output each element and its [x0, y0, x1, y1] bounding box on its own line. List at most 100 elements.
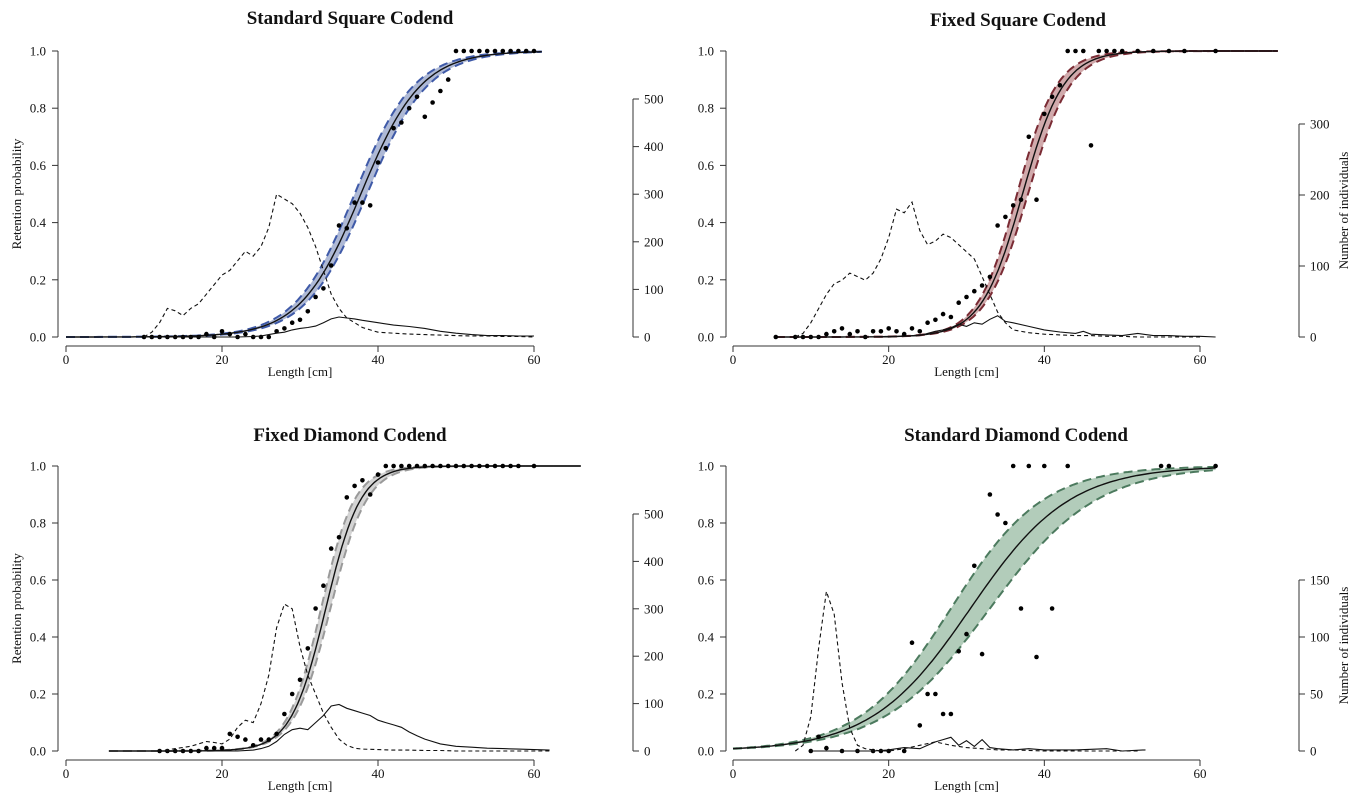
ci-lower-line: [66, 50, 542, 338]
y2-tick-label: 0: [1310, 744, 1317, 759]
data-point: [995, 512, 1000, 517]
data-point: [1158, 463, 1164, 469]
data-point: [469, 463, 474, 469]
data-point: [979, 651, 985, 657]
x-axis-label: Length [cm]: [934, 778, 999, 793]
data-point: [438, 88, 443, 94]
data-point: [831, 329, 837, 334]
data-point: [1018, 606, 1024, 611]
x-tick-label: 60: [528, 352, 541, 367]
data-point: [1104, 48, 1109, 54]
data-point: [870, 329, 876, 334]
data-point: [894, 329, 899, 334]
panel-title-fixed-diamond: Fixed Diamond Codend: [253, 425, 447, 446]
data-point: [313, 294, 318, 300]
data-point: [1010, 463, 1016, 469]
data-point: [360, 478, 365, 483]
data-point: [933, 691, 938, 697]
y2-axis-label: Number of individuals: [1336, 587, 1351, 705]
y2-axis-label: Number of individuals: [1336, 152, 1351, 270]
data-point: [375, 160, 381, 165]
data-point: [839, 326, 845, 331]
ci-lower-line: [108, 465, 581, 752]
data-point: [925, 320, 930, 326]
data-point: [321, 286, 326, 291]
data-point: [1042, 463, 1047, 469]
y-axis-label: Retention probability: [9, 553, 24, 664]
data-point: [266, 737, 272, 742]
data-point: [453, 48, 459, 54]
data-point: [925, 691, 930, 697]
y-tick-label: 0.0: [30, 744, 46, 759]
data-point: [878, 329, 884, 334]
data-point: [956, 649, 961, 654]
data-point: [1042, 111, 1047, 117]
x-tick-label: 40: [1038, 766, 1051, 781]
data-point: [1166, 48, 1172, 54]
data-point: [430, 100, 435, 105]
y-tick-label: 0.8: [698, 516, 714, 531]
y-tick-label: 0.6: [30, 573, 47, 588]
x-axis-label: Length [cm]: [268, 364, 333, 379]
data-point: [336, 535, 342, 540]
x-tick-label: 60: [1194, 352, 1207, 367]
y-tick-label: 0.2: [30, 687, 46, 702]
x-tick-label: 20: [216, 766, 229, 781]
data-point: [375, 472, 381, 477]
x-axis-label: Length [cm]: [934, 364, 999, 379]
x-tick-label: 20: [882, 352, 895, 367]
data-point: [917, 329, 923, 334]
length-distribution-solid-line: [795, 315, 1216, 338]
length-distribution-solid-line: [144, 703, 550, 752]
data-point: [816, 734, 821, 740]
data-point: [211, 745, 217, 751]
data-point: [516, 463, 521, 469]
x-tick-label: 40: [372, 352, 385, 367]
data-point: [987, 274, 993, 280]
data-point: [313, 606, 318, 611]
data-point: [360, 200, 365, 205]
ci-upper-line: [108, 465, 581, 752]
data-point: [948, 711, 954, 717]
y-tick-label: 1.0: [698, 44, 714, 59]
data-point: [282, 326, 287, 331]
data-point: [367, 492, 373, 497]
data-point: [438, 463, 443, 469]
y2-tick-label: 200: [644, 234, 664, 249]
data-point: [1010, 203, 1016, 208]
data-point: [1065, 48, 1070, 54]
x-tick-label: 0: [730, 766, 737, 781]
ci-lower-line: [732, 469, 1216, 750]
data-point: [972, 288, 977, 294]
data-point: [1049, 94, 1055, 100]
data-point: [266, 334, 272, 340]
data-point: [1135, 48, 1140, 54]
data-point: [297, 677, 303, 683]
data-point: [250, 743, 256, 748]
data-point: [901, 748, 907, 754]
data-point: [1026, 463, 1032, 469]
y2-tick-label: 100: [1310, 259, 1330, 274]
data-point: [492, 463, 498, 469]
data-point: [1096, 48, 1102, 54]
data-point: [948, 314, 954, 320]
confidence-band: [108, 466, 581, 751]
data-point: [289, 320, 295, 326]
data-point: [406, 463, 412, 469]
data-point: [1213, 463, 1218, 469]
data-point: [461, 463, 467, 469]
data-point: [909, 326, 915, 331]
length-distribution-dashed-line: [143, 193, 535, 338]
y-tick-label: 0.2: [698, 272, 714, 287]
data-point: [940, 311, 946, 317]
y2-tick-label: 500: [644, 92, 664, 107]
confidence-band: [66, 51, 542, 337]
panel-title-fixed-square: Fixed Square Codend: [930, 10, 1106, 31]
data-point: [461, 48, 467, 54]
data-point: [406, 105, 412, 111]
data-point: [422, 114, 428, 120]
data-point: [414, 94, 420, 100]
data-point: [933, 317, 938, 323]
data-point: [917, 723, 923, 728]
